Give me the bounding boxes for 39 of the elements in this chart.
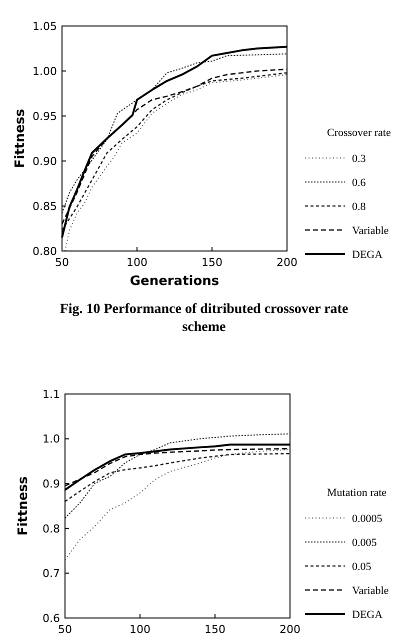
- legend-label: 0.3: [352, 152, 366, 165]
- legend-label: Variable: [352, 584, 389, 597]
- legend-title: Crossover rate: [327, 127, 391, 139]
- y-tick-label: 1.0: [42, 432, 60, 446]
- y-tick-label: 0.8: [42, 522, 60, 536]
- legend-label: 0.05: [352, 560, 372, 573]
- x-tick-label: 200: [280, 623, 300, 636]
- y-tick-label: 0.95: [32, 110, 57, 123]
- y-tick-label: 1.05: [32, 20, 57, 33]
- x-tick-label: 50: [58, 623, 72, 636]
- caption: Fig. 10 Performance of ditributed crossover rate scheme: [60, 302, 348, 335]
- legend-label: 0.6: [352, 176, 366, 189]
- y-tick-label: 0.85: [32, 200, 57, 213]
- x-tick-label: 150: [202, 256, 222, 269]
- y-axis-title: Fittness: [13, 108, 28, 168]
- x-tick-label: 100: [130, 623, 150, 636]
- y-tick-label: 0.6: [42, 612, 60, 625]
- y-tick-label: 0.9: [42, 477, 60, 490]
- y-tick-label: 0.80: [32, 244, 57, 258]
- y-tick-label: 0.7: [42, 567, 60, 580]
- x-tick-label: 150: [204, 623, 226, 636]
- legend-label: DEGA: [352, 248, 383, 261]
- legend-label: 0.8: [352, 200, 366, 213]
- y-tick-label: 1.00: [32, 64, 57, 78]
- legend-label: DEGA: [352, 608, 383, 621]
- legend-label: Variable: [352, 224, 389, 237]
- y-tick-label: 0.90: [32, 154, 57, 168]
- x-tick-label: 100: [126, 256, 148, 269]
- line-series: [62, 53, 288, 214]
- legend-label: 0.005: [352, 536, 378, 549]
- legend-title: Mutation rate: [327, 487, 387, 499]
- x-tick-label: 50: [55, 256, 69, 269]
- line-series: [64, 433, 290, 519]
- x-axis-title: Generations: [130, 274, 220, 289]
- line-series: [64, 449, 290, 560]
- legend-label: 0.0005: [352, 512, 383, 525]
- y-tick-label: 1.1: [42, 388, 60, 401]
- x-tick-label: 200: [276, 256, 298, 269]
- y-axis-title: Fittness: [16, 476, 31, 536]
